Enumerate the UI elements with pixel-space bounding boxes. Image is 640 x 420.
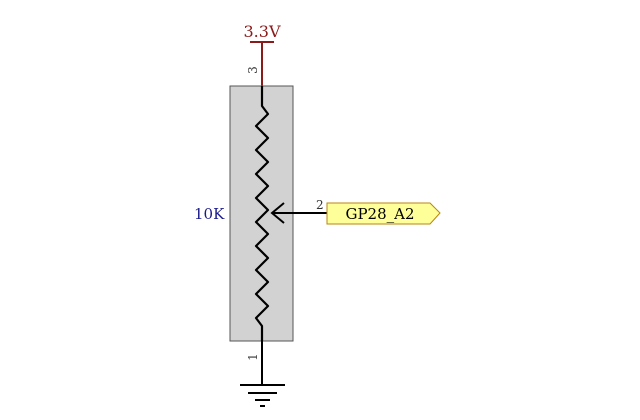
net-label-text: GP28_A2 bbox=[345, 205, 414, 223]
pin-1-number: 1 bbox=[246, 353, 260, 361]
power-label: 3.3V bbox=[244, 22, 281, 41]
ground-icon bbox=[240, 384, 285, 407]
component-value-label: 10K bbox=[194, 205, 225, 223]
pin-2-number: 2 bbox=[316, 198, 324, 212]
net-label-flag[interactable] bbox=[326, 202, 441, 225]
wiper-arrowhead bbox=[270, 202, 285, 224]
resistor-zigzag bbox=[254, 86, 270, 341]
pin-3-number: 3 bbox=[246, 66, 260, 74]
